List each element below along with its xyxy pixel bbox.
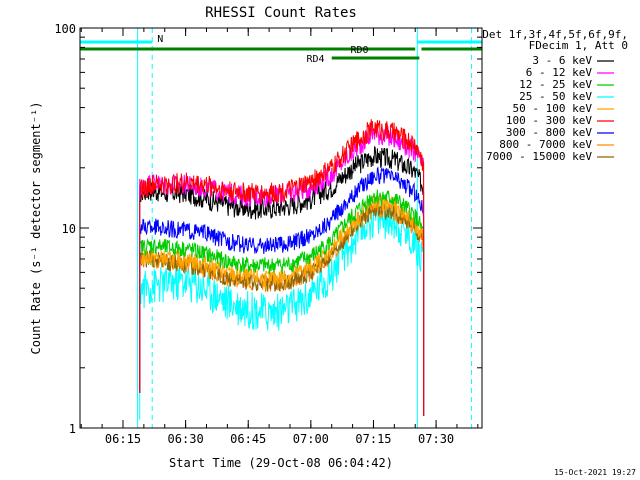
state-bar-label: N (157, 34, 163, 45)
y-tick-label: 10 (62, 222, 76, 236)
state-bar-label: RD4 (306, 54, 324, 65)
y-tick-label: 1 (69, 422, 76, 436)
axis-ticks: 06:15 06:30 06:45 07:00 07:15 07:30 1 10 100 (54, 22, 482, 446)
x-axis-label: Start Time (29-Oct-08 06:04:42) (169, 456, 393, 470)
series-line-25-50kev (139, 201, 425, 420)
x-tick-label: 07:15 (355, 432, 391, 446)
y-tick-label: 100 (54, 22, 76, 36)
legend-label: 3 - 6 keV (532, 54, 592, 67)
chart-title: RHESSI Count Rates (205, 5, 357, 21)
legend-label: 6 - 12 keV (526, 66, 593, 79)
legend-label: 7000 - 15000 keV (486, 150, 592, 163)
legend-label: 800 - 7000 keV (499, 138, 592, 151)
legend-label: 25 - 50 keV (519, 90, 592, 103)
x-tick-label: 06:30 (168, 432, 204, 446)
legend-label: 300 - 800 keV (506, 126, 592, 139)
legend: Det 1f,3f,4f,5f,6f,9f,FDecim 1, Att 0 3 -… (482, 28, 628, 163)
series-line-300-800kev (139, 166, 425, 416)
legend-label: 100 - 300 keV (506, 114, 592, 127)
series-line-100-300kev (139, 119, 425, 416)
series-line-3-6kev (139, 145, 425, 416)
legend-header-line: FDecim 1, Att 0 (529, 39, 628, 52)
series-lines (139, 119, 425, 420)
state-bar-label: RD0 (351, 45, 369, 56)
x-tick-label: 06:15 (105, 432, 141, 446)
attenuator-bars: N RD0 RD4 (80, 34, 482, 65)
x-tick-label: 07:00 (293, 432, 329, 446)
x-tick-label: 07:30 (418, 432, 454, 446)
x-tick-label: 06:45 (230, 432, 266, 446)
y-axis-label: Count Rate (s⁻¹ detector segment⁻¹) (29, 102, 43, 355)
legend-label: 50 - 100 keV (513, 102, 593, 115)
generated-timestamp: 15-Oct-2021 19:27 (554, 468, 636, 477)
series-line-12-25kev (139, 189, 425, 416)
legend-label: 12 - 25 keV (519, 78, 592, 91)
legend-header-line: Det 1f,3f,4f,5f,6f,9f, (482, 28, 628, 41)
